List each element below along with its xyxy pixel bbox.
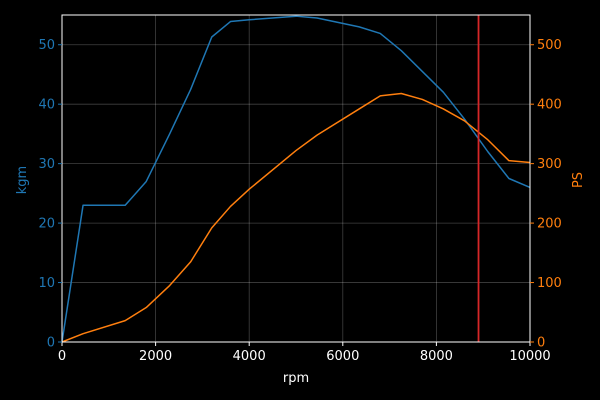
right-y-tick-label: 300 <box>537 157 562 172</box>
x-axis-ticks: 0 2000 4000 6000 8000 10000 <box>58 342 551 364</box>
left-y-tick-label: 20 <box>38 217 55 232</box>
right-y-tick-label: 500 <box>537 38 562 53</box>
power-line <box>61 92 531 343</box>
right-y-tick-label: 400 <box>537 98 562 113</box>
left-y-tick-label: 30 <box>38 157 55 172</box>
x-tick-label: 6000 <box>326 349 359 364</box>
left-y-axis-label: kgm <box>15 166 30 194</box>
right-y-tick-label: 200 <box>537 217 562 232</box>
x-tick-label: 4000 <box>233 349 266 364</box>
x-axis-label: rpm <box>283 371 309 386</box>
plot-frame <box>61 14 531 343</box>
right-y-axis-ticks: 0 100 200 300 400 500 <box>530 38 562 351</box>
x-tick-label: 0 <box>58 349 66 364</box>
x-tick-label: 2000 <box>139 349 172 364</box>
left-y-tick-label: 40 <box>38 98 55 113</box>
left-y-tick-label: 0 <box>47 336 55 351</box>
right-y-tick-label: 0 <box>537 336 545 351</box>
right-y-tick-label: 100 <box>537 276 562 291</box>
left-y-axis-ticks: 0 10 20 30 40 50 <box>38 38 62 351</box>
torque-line <box>61 15 531 343</box>
x-tick-label: 10000 <box>509 349 550 364</box>
series-group <box>61 15 531 343</box>
right-y-axis-label: PS <box>571 172 586 188</box>
left-y-tick-label: 50 <box>38 38 55 53</box>
left-y-tick-label: 10 <box>38 276 55 291</box>
x-tick-label: 8000 <box>420 349 453 364</box>
